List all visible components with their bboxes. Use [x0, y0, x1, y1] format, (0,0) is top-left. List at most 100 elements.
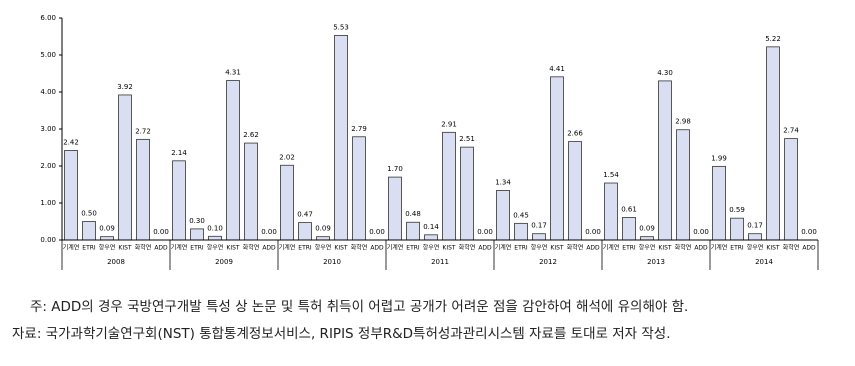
x-tick-label: ADD: [262, 245, 276, 252]
note: 주: ADD의 경우 국방연구개발 특성 상 논문 및 특허 취득이 어렵고 공…: [30, 299, 688, 315]
bar: [388, 176, 402, 241]
value-label: 1.54: [603, 171, 619, 179]
x-tick-label: 화학연: [783, 244, 800, 252]
bar: [64, 150, 78, 241]
x-tick-label: 항우연: [639, 244, 656, 252]
value-label: 2.74: [783, 127, 799, 135]
bar: [568, 141, 582, 241]
value-label: 2.66: [567, 130, 583, 138]
bar: [496, 190, 510, 241]
bar: [208, 235, 222, 241]
bar: [460, 146, 474, 241]
x-tick-label: ETRI: [406, 245, 420, 252]
x-tick-label: KIST: [766, 245, 780, 252]
bar: [172, 160, 186, 241]
bar: [550, 76, 564, 241]
value-label: 3.92: [117, 83, 133, 91]
value-label: 0.09: [639, 225, 655, 233]
x-tick-label: 화학연: [351, 244, 368, 252]
x-tick-label: KIST: [334, 245, 348, 252]
value-label: 4.31: [225, 69, 241, 77]
bar: [406, 221, 420, 241]
group-label: 2009: [215, 258, 233, 266]
value-label: 0.00: [585, 228, 601, 236]
x-tick-label: 기계연: [387, 244, 404, 252]
value-label: 2.02: [279, 153, 295, 161]
value-label: 0.00: [153, 228, 169, 236]
value-label: 4.41: [549, 65, 565, 73]
value-label: 2.14: [171, 149, 187, 157]
value-label: 0.09: [315, 225, 331, 233]
x-tick-label: 항우연: [423, 244, 440, 252]
y-tick-label: 5.00: [40, 51, 56, 59]
value-label: 5.53: [333, 23, 349, 31]
value-label: 0.14: [423, 223, 439, 231]
x-tick-label: 기계연: [711, 244, 728, 252]
bar: [334, 34, 348, 241]
value-label: 0.45: [513, 211, 529, 219]
x-tick-label: KIST: [550, 245, 564, 252]
x-tick-label: ETRI: [622, 245, 636, 252]
group-label: 2012: [539, 258, 557, 266]
x-tick-label: ETRI: [730, 245, 744, 252]
x-tick-label: 화학연: [135, 244, 152, 252]
value-label: 1.70: [387, 165, 403, 173]
x-tick-label: ETRI: [298, 245, 312, 252]
value-label: 0.50: [81, 210, 97, 218]
value-label: 0.00: [261, 228, 277, 236]
bar: [82, 221, 96, 241]
x-tick-label: ADD: [586, 245, 600, 252]
value-label: 0.47: [297, 211, 313, 219]
bar: [604, 182, 618, 241]
x-tick-label: ADD: [802, 245, 816, 252]
x-tick-label: ETRI: [190, 245, 204, 252]
x-tick-label: 항우연: [747, 244, 764, 252]
x-tick-label: 기계연: [603, 244, 620, 252]
x-tick-label: 화학연: [459, 244, 476, 252]
bar: [424, 234, 438, 241]
group-label: 2010: [323, 258, 341, 266]
bar: [244, 142, 258, 241]
x-tick-label: ETRI: [82, 245, 96, 252]
value-label: 2.91: [441, 120, 457, 128]
group-label: 2011: [431, 258, 449, 266]
y-tick-label: 0.00: [40, 236, 56, 244]
bar: [532, 233, 546, 241]
y-tick-label: 1.00: [40, 199, 56, 207]
x-tick-label: 화학연: [243, 244, 260, 252]
x-tick-label: 항우연: [207, 244, 224, 252]
value-label: 0.61: [621, 205, 637, 213]
value-label: 2.79: [351, 125, 367, 133]
y-tick-label: 4.00: [40, 88, 56, 96]
bar: [280, 164, 294, 241]
value-label: 0.30: [189, 217, 205, 225]
x-tick-label: ADD: [370, 245, 384, 252]
value-label: 0.00: [369, 228, 385, 236]
y-tick-label: 3.00: [40, 125, 56, 133]
value-label: 2.72: [135, 127, 151, 135]
value-label: 0.00: [477, 228, 493, 236]
group-label: 2008: [107, 258, 125, 266]
value-label: 4.30: [657, 69, 673, 77]
value-label: 0.17: [531, 222, 547, 230]
x-tick-label: ETRI: [514, 245, 528, 252]
bar: [226, 80, 240, 241]
value-label: 5.22: [765, 35, 781, 43]
value-label: 1.34: [495, 178, 511, 186]
x-tick-label: ADD: [694, 245, 708, 252]
bar: [658, 80, 672, 241]
group-label: 2014: [755, 258, 773, 266]
x-tick-label: 화학연: [675, 244, 692, 252]
x-tick-label: KIST: [118, 245, 132, 252]
bar: [676, 129, 690, 241]
x-tick-label: 화학연: [567, 244, 584, 252]
x-tick-label: KIST: [226, 245, 240, 252]
x-tick-label: KIST: [442, 245, 456, 252]
value-label: 0.59: [729, 206, 745, 214]
x-tick-label: 기계연: [171, 244, 188, 252]
x-tick-label: 항우연: [315, 244, 332, 252]
x-tick-label: 기계연: [279, 244, 296, 252]
bar: [748, 233, 762, 241]
value-label: 1.99: [711, 154, 727, 162]
